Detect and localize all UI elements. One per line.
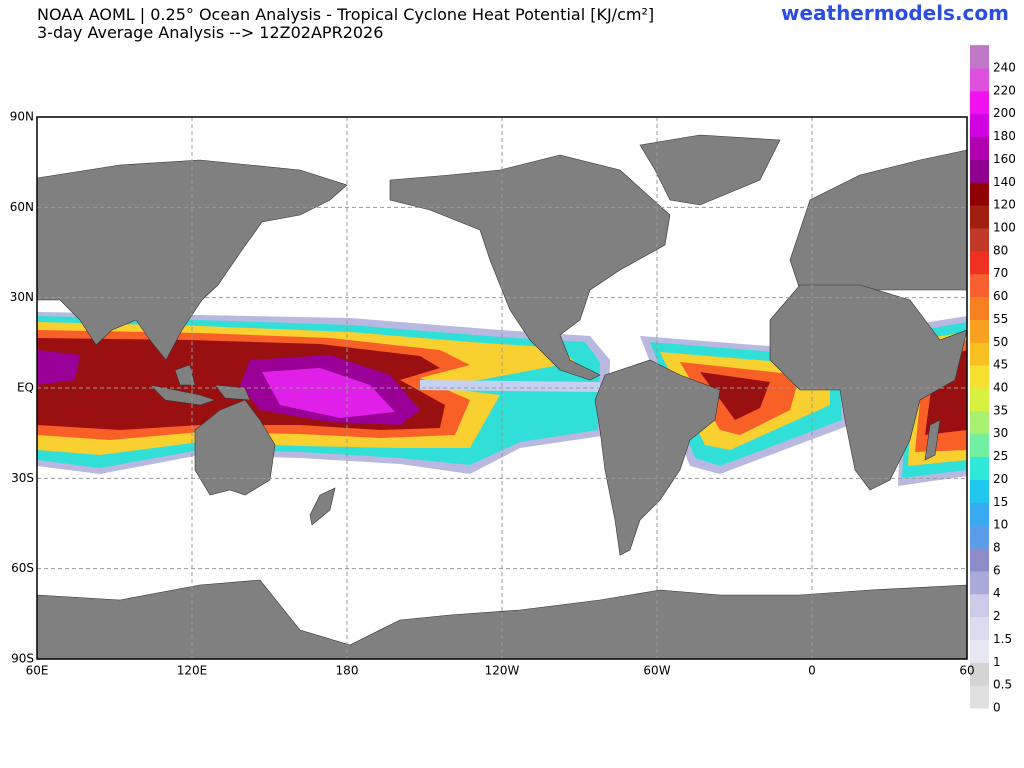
colorbar-label: 20 — [993, 472, 1008, 486]
map-frame — [36, 116, 968, 660]
colorbar-label: 2 — [993, 609, 1001, 623]
colorbar-segment — [970, 296, 989, 320]
colorbar-segment — [970, 548, 989, 572]
colorbar-label: 0.5 — [993, 678, 1012, 692]
colorbar-label: 0 — [993, 701, 1001, 715]
colorbar-label: 180 — [993, 129, 1016, 143]
lon-label: 60 — [959, 664, 974, 678]
colorbar-segment — [970, 90, 989, 115]
colorbar-segment — [970, 365, 989, 389]
lat-label: 60S — [11, 561, 34, 575]
colorbar-segment — [970, 159, 989, 183]
colorbar-segment — [970, 273, 989, 298]
colorbar-segment — [970, 182, 989, 206]
colorbar-segment — [970, 410, 989, 435]
colorbar-label: 1 — [993, 655, 1001, 669]
colorbar-segment — [970, 662, 989, 686]
colorbar-label: 100 — [993, 221, 1016, 235]
colorbar-label: 6 — [993, 563, 1001, 577]
colorbar-segment — [970, 342, 989, 366]
colorbar-label: 35 — [993, 403, 1008, 417]
lon-label: 60E — [26, 664, 49, 678]
colorbar-segment — [970, 639, 989, 663]
colorbar-segment — [970, 502, 989, 526]
colorbar-label: 40 — [993, 381, 1008, 395]
lon-label: 120W — [485, 664, 520, 678]
colorbar-label: 4 — [993, 586, 1001, 600]
colorbar-segment — [970, 68, 989, 92]
colorbar-segment — [970, 433, 989, 458]
colorbar-segment — [970, 525, 989, 549]
colorbar-label: 10 — [993, 518, 1008, 532]
lon-label: 120E — [177, 664, 208, 678]
lat-label: 90N — [10, 110, 34, 124]
colorbar-label: 70 — [993, 266, 1008, 280]
colorbar-label: 1.5 — [993, 632, 1012, 646]
colorbar-label: 30 — [993, 426, 1008, 440]
colorbar-segment — [970, 319, 989, 343]
title: NOAA AOML | 0.25° Ocean Analysis - Tropi… — [37, 5, 654, 24]
lon-label: 0 — [808, 664, 816, 678]
colorbar-segment — [970, 250, 989, 275]
colorbar-segment — [970, 570, 989, 595]
colorbar-label: 80 — [993, 243, 1008, 257]
lon-label: 60W — [643, 664, 670, 678]
site-name[interactable]: weathermodels.com — [781, 1, 1009, 25]
lat-label: 30S — [11, 471, 34, 485]
colorbar-label: 55 — [993, 312, 1008, 326]
colorbar-label: 240 — [993, 61, 1016, 75]
colorbar-label: 140 — [993, 175, 1016, 189]
colorbar-segment — [970, 136, 989, 160]
colorbar-segment — [970, 616, 989, 640]
colorbar-segment — [970, 593, 989, 618]
colorbar-label: 8 — [993, 541, 1001, 555]
colorbar-segment — [970, 205, 989, 229]
colorbar-label: 220 — [993, 83, 1016, 97]
colorbar: 0 0.5 1 1.5 2 4 6 8 10 15 20 25 30 35 40 45 50 55 60 70 80 10… — [970, 45, 1016, 715]
colorbar-label: 15 — [993, 495, 1008, 509]
lon-label: 180 — [336, 664, 359, 678]
lat-label: 30N — [10, 290, 34, 304]
colorbar-label: 50 — [993, 335, 1008, 349]
colorbar-label: 120 — [993, 198, 1016, 212]
colorbar-segment — [970, 113, 989, 138]
lat-label: EQ — [17, 381, 34, 395]
colorbar-segment — [970, 685, 989, 709]
lat-label: 60N — [10, 200, 34, 214]
colorbar-segment — [970, 45, 989, 69]
subtitle: 3-day Average Analysis --> 12Z02APR2026 — [37, 23, 383, 42]
colorbar-segment — [970, 456, 989, 480]
colorbar-label: 60 — [993, 289, 1008, 303]
colorbar-segment — [970, 388, 989, 412]
colorbar-label: 45 — [993, 358, 1008, 372]
colorbar-label: 25 — [993, 449, 1008, 463]
colorbar-segment — [970, 479, 989, 503]
map — [36, 116, 968, 660]
colorbar-label: 200 — [993, 106, 1016, 120]
colorbar-segment — [970, 228, 989, 252]
lat-label: 90S — [11, 652, 34, 666]
grid — [37, 117, 967, 659]
colorbar-label: 160 — [993, 152, 1016, 166]
